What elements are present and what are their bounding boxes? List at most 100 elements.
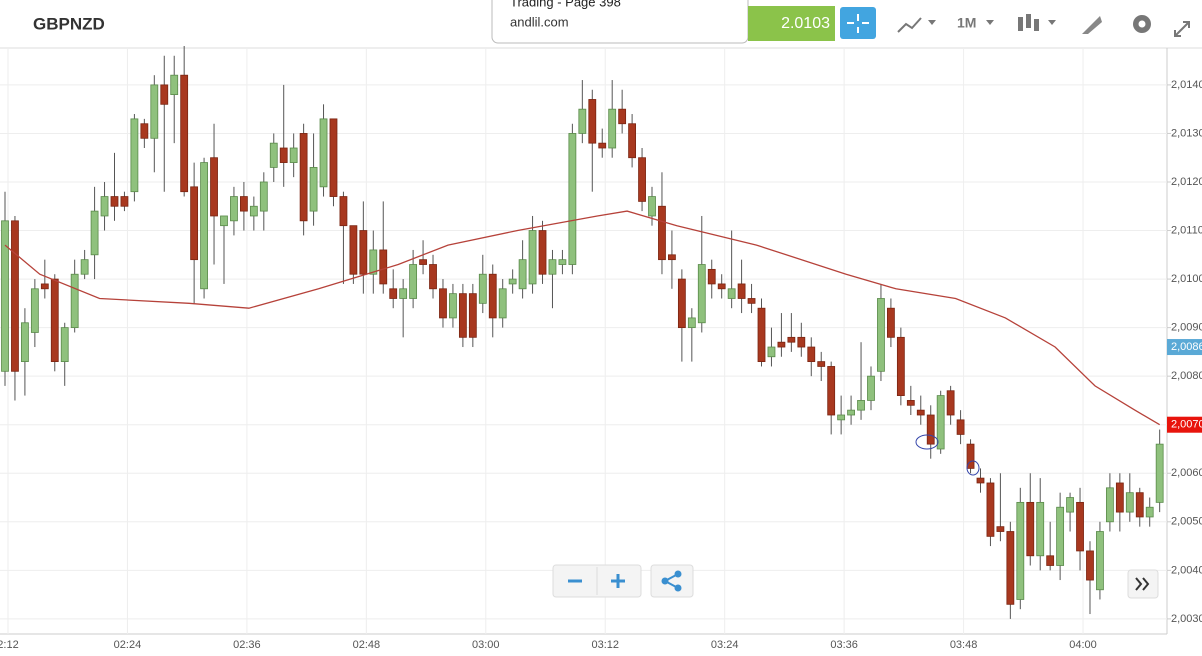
candle-body [777,341,786,348]
candle-body [200,162,208,290]
candle-body [906,400,915,406]
candle-body [867,375,875,401]
candle-body [857,400,865,411]
candle-body [120,196,129,207]
candle-body [687,317,696,329]
candle-body [658,205,666,261]
x-tick-label: 2:12 [0,639,19,651]
chart-type-button[interactable] [1018,14,1039,31]
annotation-ellipse [915,434,939,450]
x-tick-label: 03:00 [472,639,500,651]
x-tick-label: 02:48 [353,639,381,651]
annotation-ellipse [966,460,980,476]
scroll-right-box [1127,569,1159,599]
candle-body [508,278,517,285]
x-tick-label: 03:12 [591,639,619,651]
candle-body [916,409,925,416]
x-tick-label: 02:36 [233,639,261,651]
candle-body [926,414,935,445]
candle-body [737,283,746,299]
candle-body [369,249,378,275]
fullscreen-button[interactable] [1174,21,1190,37]
x-tick-label: 04:00 [1069,639,1097,651]
candle-body [90,210,99,256]
draw-button[interactable] [1082,16,1102,34]
candle-body [548,259,557,275]
candle-body [429,264,437,290]
candle-body [1016,501,1025,600]
candle-body [1145,506,1154,518]
share-button[interactable] [661,570,682,592]
candle-body [379,249,388,285]
candle-body [11,220,19,372]
candle-body [1,220,9,372]
timeframe[interactable]: 1M [957,15,976,31]
candle-body [966,443,975,469]
candle-body [518,259,527,290]
candle-body [170,74,179,96]
candle-body [50,278,59,363]
dropdown-arrow [928,20,936,25]
candle-body [180,74,189,193]
candle-body [787,336,796,343]
candle-body [747,298,756,304]
candle-body [230,196,238,222]
candle-body [757,307,766,363]
zoom-in[interactable] [611,574,625,588]
candle-body [628,123,637,159]
candle-body [220,215,228,227]
candle-body [976,477,985,484]
popup-title: Trading - Page 398 [510,0,621,9]
candle-body [259,181,268,212]
y-tick-label: 2,0110 [1171,224,1202,236]
candle-body [1056,506,1065,566]
candle-body [817,361,826,367]
candle-body [329,118,338,197]
candle-body [668,254,676,261]
price-tag-label: 2,0070 [1171,419,1202,431]
price: 2.0103 [781,15,830,32]
candle-body [249,205,258,217]
candle-body [458,293,467,338]
candle-body [70,273,79,329]
candle-body [1086,550,1094,581]
candle-body [608,108,617,149]
candle-body [697,264,706,324]
symbol: GBPNZD [33,14,105,33]
candle-body [409,264,418,299]
candle-body [110,196,119,207]
candle-body [1036,501,1045,557]
candle-body [1046,555,1055,566]
candle-body [936,395,945,450]
crosshair-icon [847,14,869,33]
candle-body [1006,531,1015,605]
candle-body [568,133,577,265]
candle-body [210,157,218,217]
candle-body [887,307,895,338]
candle-body [797,336,806,348]
candle-body [299,133,308,222]
candle-body [30,288,39,333]
price-tag [1167,416,1202,433]
moving-average [4,210,1161,426]
y-tick-label: 2,0030 [1171,613,1202,625]
x-tick-label: 03:24 [711,639,739,651]
crosshair-button[interactable] [840,7,876,39]
candle-body [707,268,716,285]
candle-body [598,142,607,149]
indicator-button[interactable] [897,17,922,33]
candle-body [389,288,398,299]
candle-body [60,327,69,363]
candle-body [677,278,686,329]
candle-body [130,118,139,193]
candle-body [289,147,298,163]
popup-url: andlil.com [510,14,569,29]
y-tick-label: 2,0050 [1171,516,1202,528]
candle-body [578,108,587,134]
scroll-right[interactable] [1135,577,1150,591]
candle-body [239,196,248,212]
y-tick-label: 2,0140 [1171,79,1202,91]
candle-body [1135,492,1144,518]
